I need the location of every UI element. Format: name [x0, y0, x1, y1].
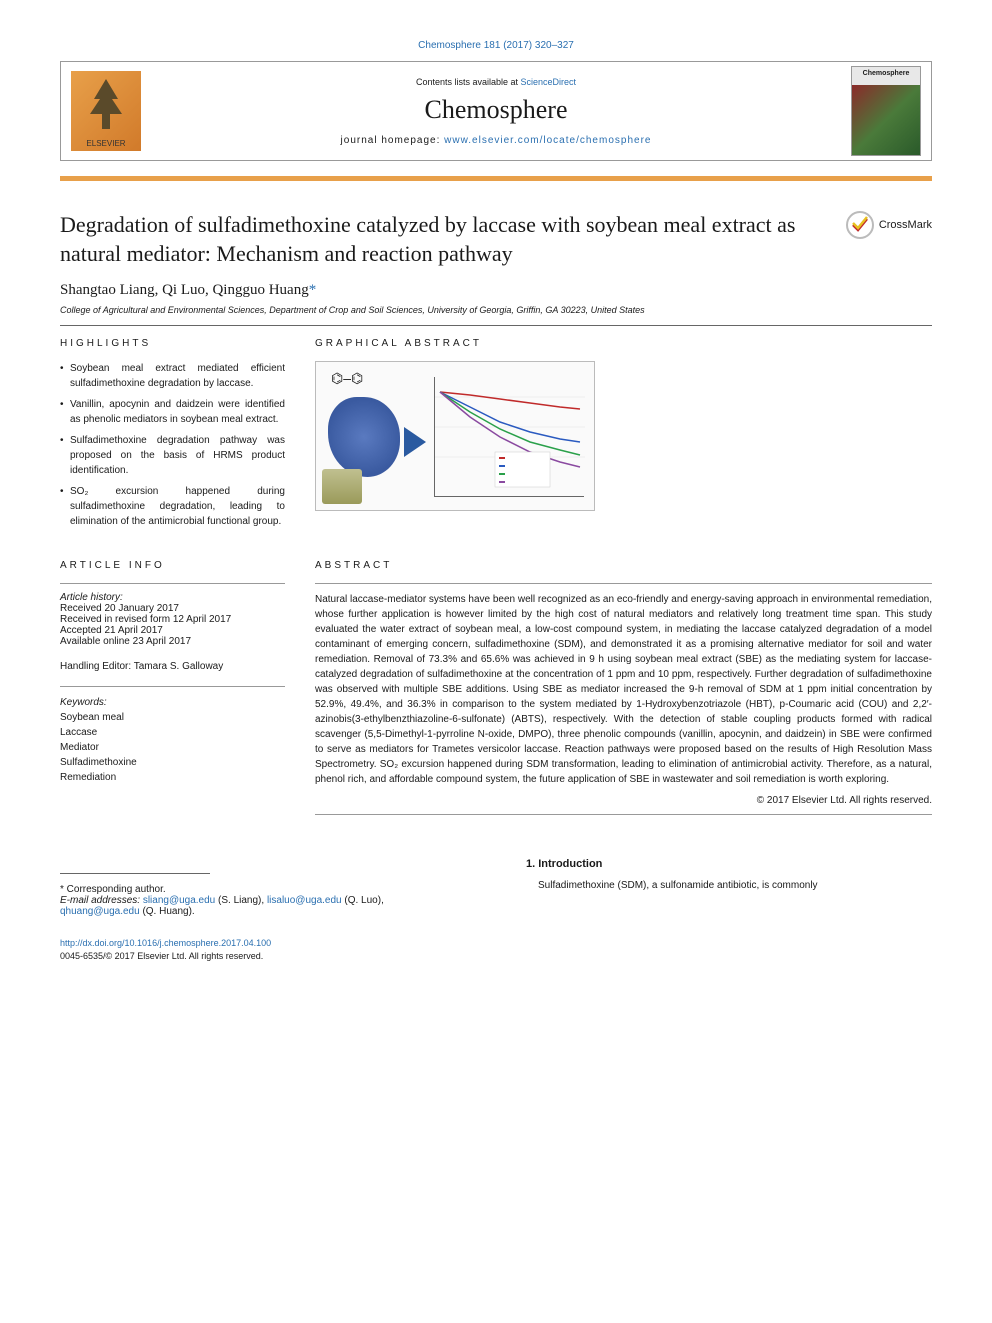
jar-icon: [322, 469, 362, 504]
intro-heading: 1. Introduction: [526, 858, 932, 870]
highlight-item: Vanillin, apocynin and daidzein were ide…: [60, 397, 285, 427]
elsevier-tree-icon: [86, 79, 126, 129]
affiliation: College of Agricultural and Environmenta…: [60, 305, 932, 315]
molecule-structure-icon: ⌬–⌬: [331, 370, 363, 387]
contents-line: Contents lists available at ScienceDirec…: [151, 77, 841, 87]
email-link[interactable]: qhuang@uga.edu: [60, 906, 140, 917]
divider: [60, 686, 285, 687]
cover-label: Chemosphere: [852, 67, 920, 85]
arrow-icon: [404, 427, 426, 457]
journal-header: ELSEVIER Contents lists available at Sci…: [60, 61, 932, 161]
crossmark-badge[interactable]: CrossMark: [846, 211, 932, 239]
elsevier-logo: ELSEVIER: [71, 71, 141, 151]
protein-structure-icon: [328, 397, 400, 477]
email-link[interactable]: lisaluo@uga.edu: [267, 895, 342, 906]
footer-divider: [60, 873, 210, 874]
intro-text: Sulfadimethoxine (SDM), a sulfonamide an…: [526, 880, 932, 891]
homepage-line: journal homepage: www.elsevier.com/locat…: [151, 135, 841, 146]
keyword: Laccase: [60, 727, 97, 738]
doi-link[interactable]: http://dx.doi.org/10.1016/j.chemosphere.…: [60, 938, 271, 948]
homepage-link[interactable]: www.elsevier.com/locate/chemosphere: [444, 135, 651, 146]
abstract-header: ABSTRACT: [315, 560, 932, 571]
cover-image: [852, 85, 920, 155]
divider: [60, 325, 932, 326]
issn-line: 0045-6535/© 2017 Elsevier Ltd. All right…: [60, 951, 263, 961]
email-label: E-mail addresses:: [60, 895, 140, 906]
keyword: Remediation: [60, 772, 116, 783]
authors-line: Shangtao Liang, Qi Luo, Qingguo Huang*: [60, 282, 932, 299]
elsevier-logo-text: ELSEVIER: [86, 139, 125, 148]
copyright: © 2017 Elsevier Ltd. All rights reserved…: [315, 795, 932, 806]
corresponding-author: * Corresponding author.: [60, 884, 466, 895]
received-date: Received 20 January 2017: [60, 603, 179, 614]
sciencedirect-link[interactable]: ScienceDirect: [521, 77, 577, 87]
accepted-date: Accepted 21 April 2017: [60, 625, 163, 636]
abstract-text: Natural laccase-mediator systems have be…: [315, 592, 932, 787]
email-link[interactable]: sliang@uga.edu: [143, 895, 215, 906]
highlights-header: HIGHLIGHTS: [60, 338, 285, 349]
journal-cover: Chemosphere: [851, 66, 921, 156]
journal-name: Chemosphere: [151, 95, 841, 125]
highlight-item: SO₂ excursion happened during sulfadimet…: [60, 484, 285, 529]
keyword: Soybean meal: [60, 712, 124, 723]
crossmark-label: CrossMark: [879, 219, 932, 231]
revised-date: Received in revised form 12 April 2017: [60, 614, 231, 625]
keywords-label: Keywords:: [60, 697, 107, 708]
citation-link[interactable]: Chemosphere 181 (2017) 320–327: [418, 40, 574, 51]
citation-line: Chemosphere 181 (2017) 320–327: [60, 40, 932, 51]
graphical-abstract: ⌬–⌬: [315, 361, 595, 511]
article-title: Degradation of sulfadimethoxine catalyze…: [60, 211, 831, 268]
divider: [315, 814, 932, 815]
handling-editor: Handling Editor: Tamara S. Galloway: [60, 661, 285, 672]
accent-bar: [60, 176, 932, 181]
highlight-item: Sulfadimethoxine degradation pathway was…: [60, 433, 285, 478]
divider: [315, 583, 932, 584]
divider: [60, 583, 285, 584]
corresponding-marker: *: [309, 282, 317, 298]
highlights-list: Soybean meal extract mediated efficient …: [60, 361, 285, 529]
article-history: Article history: Received 20 January 201…: [60, 592, 285, 647]
keywords-block: Keywords: Soybean meal Laccase Mediator …: [60, 695, 285, 785]
email-block: E-mail addresses: sliang@uga.edu (S. Lia…: [60, 895, 466, 917]
article-info-header: ARTICLE INFO: [60, 560, 285, 571]
graphical-abstract-header: GRAPHICAL ABSTRACT: [315, 338, 932, 349]
online-date: Available online 23 April 2017: [60, 636, 191, 647]
keyword: Sulfadimethoxine: [60, 757, 137, 768]
degradation-chart: [434, 377, 584, 497]
history-label: Article history:: [60, 592, 123, 603]
crossmark-icon: [846, 211, 874, 239]
highlight-item: Soybean meal extract mediated efficient …: [60, 361, 285, 391]
keyword: Mediator: [60, 742, 99, 753]
